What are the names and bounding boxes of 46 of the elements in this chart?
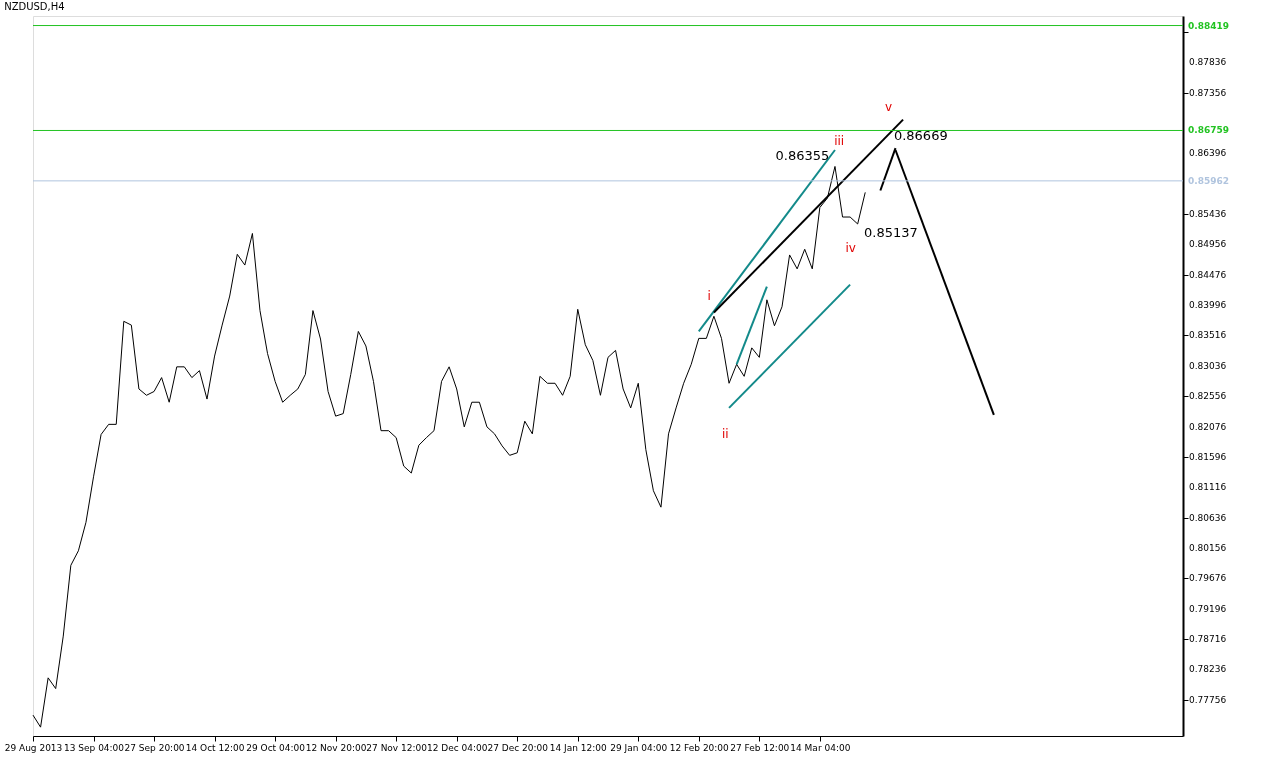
x-tick-label: 12 Dec 04:00 <box>426 742 488 753</box>
x-tick-label: 27 Feb 12:00 <box>730 742 790 753</box>
x-tick-label: 29 Oct 04:00 <box>246 742 306 753</box>
annotation: 0.85137 <box>864 225 918 241</box>
x-tick-label: 29 Jan 04:00 <box>610 742 668 753</box>
y-tick-label: 0.80636 <box>1189 512 1227 523</box>
y-tick-label: 0.84476 <box>1189 269 1227 280</box>
y-tick-label: 0.85436 <box>1189 209 1227 220</box>
y-tick-label: 0.84956 <box>1189 239 1227 250</box>
y-tick-label: 0.79196 <box>1189 603 1227 614</box>
x-tick-label: 12 Nov 20:00 <box>305 742 367 753</box>
annotation: 0.86669 <box>893 127 948 143</box>
x-tick-label: 14 Oct 12:00 <box>185 742 245 753</box>
ref-line-label: 0.88419 <box>1188 20 1229 31</box>
y-tick-label: 0.86396 <box>1189 148 1227 159</box>
y-tick-label: 0.77756 <box>1189 694 1227 705</box>
x-tick-label: 27 Dec 20:00 <box>487 742 549 753</box>
y-tick-label: 0.81596 <box>1189 451 1227 462</box>
annotation: ii <box>721 426 729 441</box>
ref-line-label: 0.85962 <box>1188 175 1229 186</box>
annotation: 0.86355 <box>775 148 830 164</box>
x-tick-label: 12 Feb 20:00 <box>669 742 730 753</box>
y-tick-label: 0.83516 <box>1189 330 1227 341</box>
annotation: i <box>707 289 711 304</box>
y-tick-label: 0.78716 <box>1189 633 1227 644</box>
y-tick-label: 0.81116 <box>1189 482 1227 493</box>
x-tick-label: 13 Sep 04:00 <box>63 742 125 753</box>
x-tick-label: 14 Mar 04:00 <box>790 742 851 753</box>
x-tick-label: 27 Nov 12:00 <box>366 742 428 753</box>
x-tick-label: 29 Aug 2013 <box>4 742 63 753</box>
y-tick-label: 0.79676 <box>1189 573 1227 584</box>
y-tick-label: 0.83036 <box>1189 360 1227 371</box>
y-tick-label: 0.87836 <box>1189 57 1227 68</box>
y-tick-label: 0.87356 <box>1189 87 1227 98</box>
ref-line-label: 0.86759 <box>1188 125 1229 136</box>
y-tick-label: 0.78236 <box>1189 664 1227 675</box>
annotation: v <box>885 100 893 115</box>
annotation: iii <box>834 133 845 148</box>
annotation: iv <box>845 240 856 255</box>
y-tick-label: 0.80156 <box>1189 542 1227 553</box>
x-tick-label: 27 Sep 20:00 <box>124 742 185 753</box>
x-tick-label: 14 Jan 12:00 <box>549 742 607 753</box>
chart-title: NZDUSD,H4 <box>4 1 65 12</box>
y-tick-label: 0.83996 <box>1189 300 1227 311</box>
y-tick-label: 0.82556 <box>1189 391 1227 402</box>
y-tick-label: 0.82076 <box>1189 421 1227 432</box>
